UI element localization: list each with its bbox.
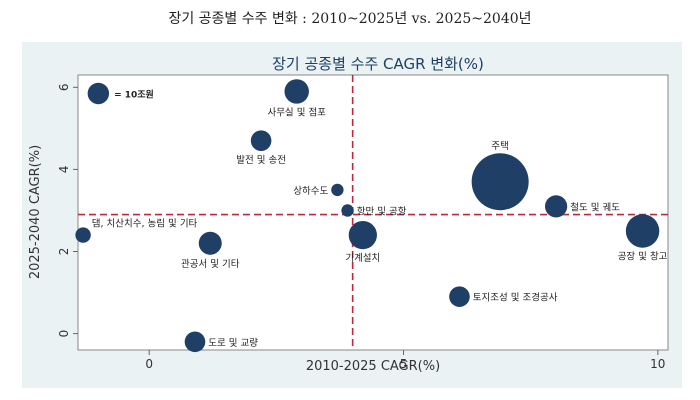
bubble xyxy=(75,227,91,243)
y-tick-label: 2 xyxy=(57,248,71,256)
bubble-label: 항만 및 공항 xyxy=(357,205,407,217)
legend-label: = 10조원 xyxy=(114,88,154,100)
bubble xyxy=(331,183,344,197)
bubble xyxy=(348,220,377,250)
x-tick-label: 10 xyxy=(650,357,665,371)
bubbles xyxy=(75,79,660,353)
bubble-label: 댐, 치산치수, 농림 및 기타 xyxy=(92,217,198,229)
axes: 0 5 10 0 2 4 6 xyxy=(57,83,665,371)
bubble-label: 철도 및 궤도 xyxy=(570,201,620,213)
bubble-label: 상하수도 xyxy=(293,185,328,197)
plot-area xyxy=(77,74,669,351)
bubble xyxy=(471,153,529,211)
x-axis-title: 2010-2025 CAGR(%) xyxy=(306,359,440,374)
bubble xyxy=(625,214,660,248)
bubble xyxy=(250,130,272,151)
bubble-label: 사무실 및 점포 xyxy=(267,107,326,119)
bubble-label: 관공서 및 기타 xyxy=(181,258,240,270)
bubble-label: 도로 및 교량 xyxy=(208,337,258,349)
bubble xyxy=(341,204,354,217)
bubble xyxy=(449,286,470,307)
page-title: 장기 공종별 수주 변화 : 2010~2025년 vs. 2025~2040년 xyxy=(168,11,532,27)
y-tick-label: 4 xyxy=(57,166,71,174)
bubble-label: 기계설치 xyxy=(345,252,380,264)
y-axis-title: 2025-2040 CAGR(%) xyxy=(28,145,43,279)
bubble xyxy=(284,79,309,104)
bubble-label: 주택 xyxy=(491,141,508,152)
bubble-label: 공장 및 창고 xyxy=(618,251,668,263)
bubble-label: 발전 및 송전 xyxy=(236,154,286,166)
x-tick-label: 0 xyxy=(145,357,153,371)
y-tick-label: 0 xyxy=(57,330,71,338)
x-tick-label: 5 xyxy=(400,357,408,371)
bubble xyxy=(198,231,222,255)
y-tick-label: 6 xyxy=(57,83,71,91)
bubble xyxy=(184,331,206,353)
bubble-chart: 장기 공종별 수주 CAGR 변화(%) 0 5 10 0 2 4 6 = 10조원사무실 … xyxy=(28,55,669,374)
legend-bubble xyxy=(87,82,110,105)
bubble-label: 토지조성 및 조경공사 xyxy=(473,292,558,304)
chart-title: 장기 공종별 수주 CAGR 변화(%) xyxy=(272,55,484,73)
bubble xyxy=(544,195,568,218)
